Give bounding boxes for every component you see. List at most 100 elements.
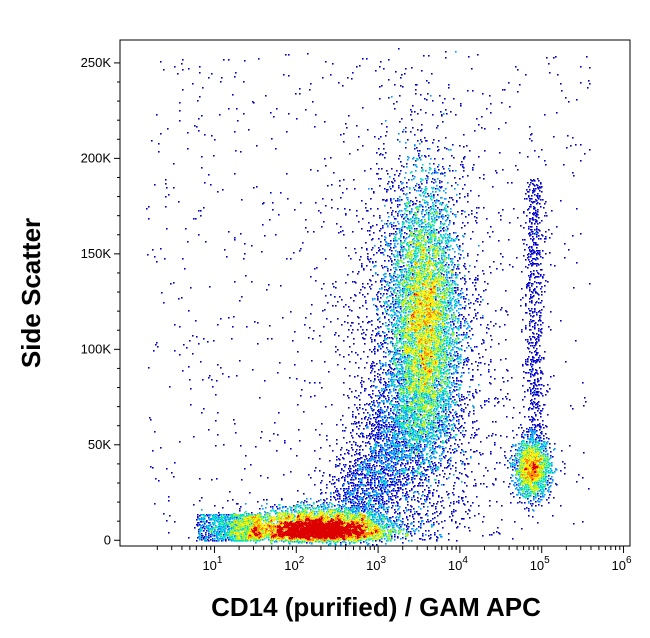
scatter-point [407,300,409,302]
scatter-point [448,305,450,307]
scatter-point [429,257,431,259]
scatter-point [435,209,437,211]
scatter-point [453,223,455,225]
scatter-point [416,246,418,248]
scatter-point [414,329,416,331]
scatter-point [400,269,402,271]
scatter-point [443,312,445,314]
scatter-point [399,340,401,342]
scatter-point [420,312,422,314]
scatter-point [416,237,418,239]
scatter-point [407,317,409,319]
scatter-point [535,232,537,234]
scatter-point [396,261,398,263]
scatter-point [417,320,419,322]
scatter-point [422,343,424,345]
scatter-point [531,222,533,224]
scatter-point [528,282,530,284]
scatter-point [465,336,467,338]
scatter-point [422,280,424,282]
scatter-point [419,329,421,331]
scatter-point [378,327,380,329]
scatter-point [550,329,552,331]
scatter-point [534,180,536,182]
scatter-point [349,209,351,211]
scatter-point [438,331,440,333]
scatter-point [375,328,377,330]
scatter-point [370,258,372,260]
scatter-point [415,244,417,246]
scatter-point [425,268,427,270]
scatter-point [369,321,371,323]
scatter-point [325,295,327,297]
scatter-point [451,261,453,263]
scatter-point [419,244,421,246]
scatter-point [373,232,375,234]
scatter-point [425,338,427,340]
scatter-point [572,137,574,139]
scatter-point [425,325,427,327]
scatter-point [446,245,448,247]
scatter-point [537,232,539,234]
scatter-point [425,303,427,305]
scatter-point [270,112,272,114]
scatter-point [416,328,418,330]
scatter-point [415,319,417,321]
scatter-point [538,198,540,200]
scatter-point [405,333,407,335]
scatter-point [439,260,441,262]
scatter-point [452,213,454,215]
scatter-point [415,318,417,320]
scatter-point [460,304,462,306]
scatter-point [438,149,440,151]
scatter-point [394,314,396,316]
scatter-point [416,200,418,202]
scatter-point [427,249,429,251]
scatter-point [408,292,410,294]
scatter-point [530,310,532,312]
scatter-point [410,314,412,316]
scatter-point [390,303,392,305]
scatter-point [421,319,423,321]
scatter-point [413,300,415,302]
scatter-point [437,339,439,341]
scatter-point [386,297,388,299]
scatter-point [423,238,425,240]
scatter-point [390,199,392,201]
scatter-point [407,206,409,208]
scatter-point [426,282,428,284]
scatter-point [421,323,423,325]
scatter-point [435,263,437,265]
scatter-point [396,337,398,339]
scatter-point [428,292,430,294]
scatter-point [443,341,445,343]
scatter-point [393,299,395,301]
scatter-point [435,337,437,339]
scatter-point [444,301,446,303]
scatter-point [477,278,479,280]
scatter-point [537,252,539,254]
scatter-point [393,254,395,256]
scatter-point [361,200,363,202]
scatter-point [411,263,413,265]
scatter-point [371,239,373,241]
scatter-point [454,256,456,258]
scatter-point [458,320,460,322]
scatter-point [455,232,457,234]
scatter-point [532,312,534,314]
scatter-point [410,327,412,329]
scatter-point [580,233,582,235]
scatter-point [382,312,384,314]
scatter-point [411,338,413,340]
scatter-point [437,304,439,306]
scatter-point [483,178,485,180]
scatter-point [455,272,457,274]
scatter-point [431,232,433,234]
scatter-point [406,286,408,288]
scatter-point [430,278,432,280]
scatter-point [390,269,392,271]
scatter-point [416,241,418,243]
scatter-point [387,290,389,292]
scatter-point [424,250,426,252]
scatter-point [539,317,541,319]
